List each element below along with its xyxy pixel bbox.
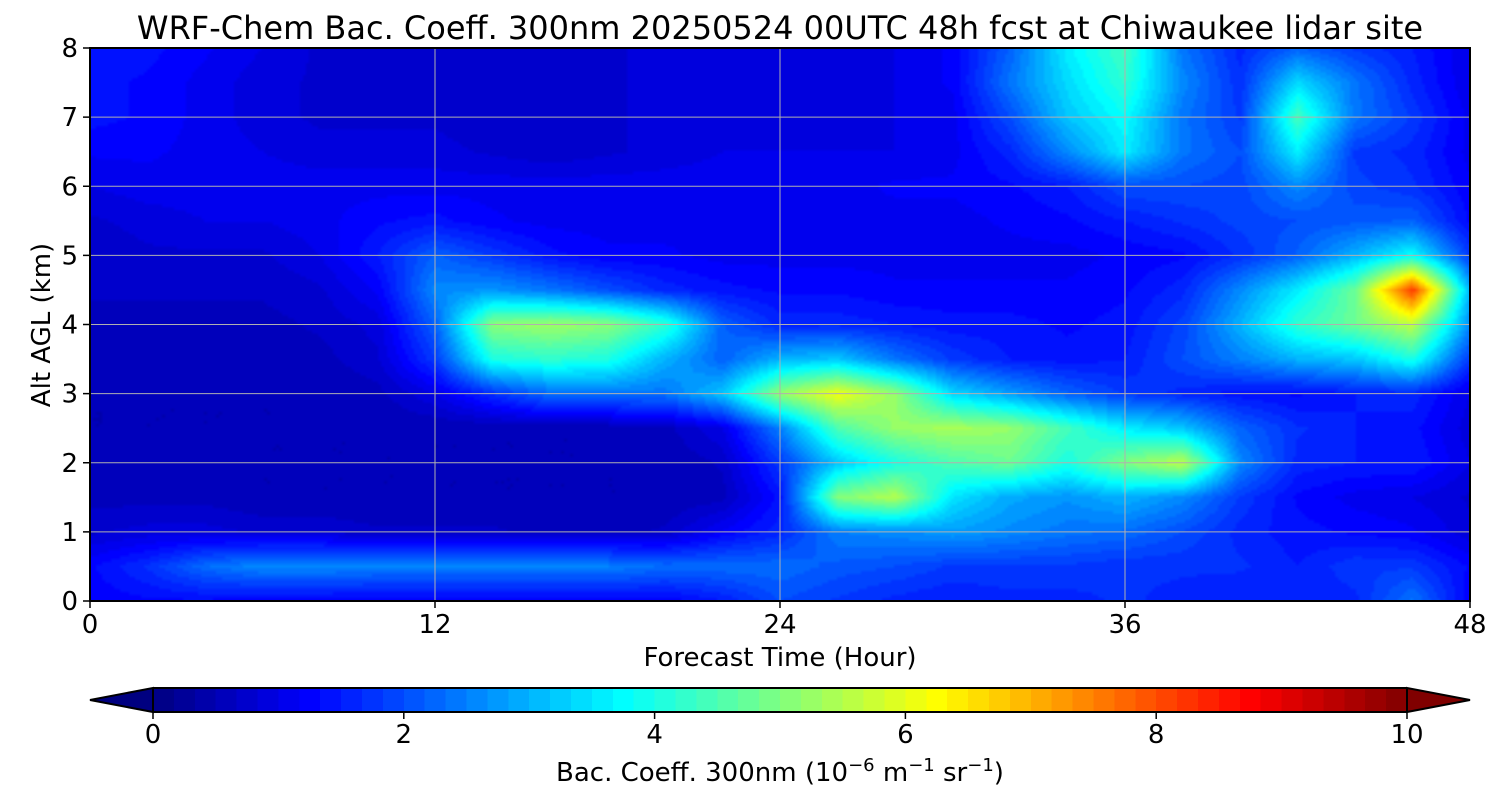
chart-title: WRF-Chem Bac. Coeff. 300nm 20250524 00UT… xyxy=(137,9,1423,47)
colorbar-tick-label: 2 xyxy=(396,720,413,750)
y-tick-label: 5 xyxy=(61,241,78,271)
colorbar-extend-high xyxy=(1406,686,1471,714)
x-tick-label: 48 xyxy=(1453,610,1486,640)
y-axis-label: Alt AGL (km) xyxy=(27,243,57,407)
colorbar-ticks: 0 2 4 6 8 10 xyxy=(145,712,1424,750)
y-tick-label: 6 xyxy=(61,172,78,202)
x-axis-label: Forecast Time (Hour) xyxy=(643,643,916,673)
colorbar-tick-label: 8 xyxy=(1148,720,1165,750)
y-tick-label: 2 xyxy=(61,449,78,479)
plot-area xyxy=(89,47,1471,602)
y-tick-label: 4 xyxy=(61,311,78,341)
y-tick-label: 7 xyxy=(61,103,78,133)
colorbar-body xyxy=(153,688,1407,712)
x-tick-label: 12 xyxy=(418,610,451,640)
x-tick-label: 24 xyxy=(763,610,796,640)
x-tick-label: 36 xyxy=(1108,610,1141,640)
y-tick-label: 3 xyxy=(61,380,78,410)
y-tick-label: 8 xyxy=(61,34,78,64)
colorbar-tick-label: 4 xyxy=(646,720,663,750)
colorbar-tick-label: 10 xyxy=(1390,720,1423,750)
colorbar-tick-label: 0 xyxy=(145,720,162,750)
colorbar-extend-low xyxy=(89,686,154,714)
colorbar-tick-label: 6 xyxy=(897,720,914,750)
y-tick-label: 1 xyxy=(61,518,78,548)
colorbar-label: Bac. Coeff. 300nm (10−6 m−1 sr−1) xyxy=(556,755,1004,788)
x-axis: 0 12 24 36 48 xyxy=(82,601,1487,640)
colorbar: 0 2 4 6 8 10 Bac. Coeff. 300nm (10−6 m−1 sr−1… xyxy=(89,686,1471,788)
y-tick-label: 0 xyxy=(61,587,78,617)
x-tick-label: 0 xyxy=(82,610,99,640)
y-axis: 0 1 2 3 4 5 6 7 8 xyxy=(61,34,90,617)
